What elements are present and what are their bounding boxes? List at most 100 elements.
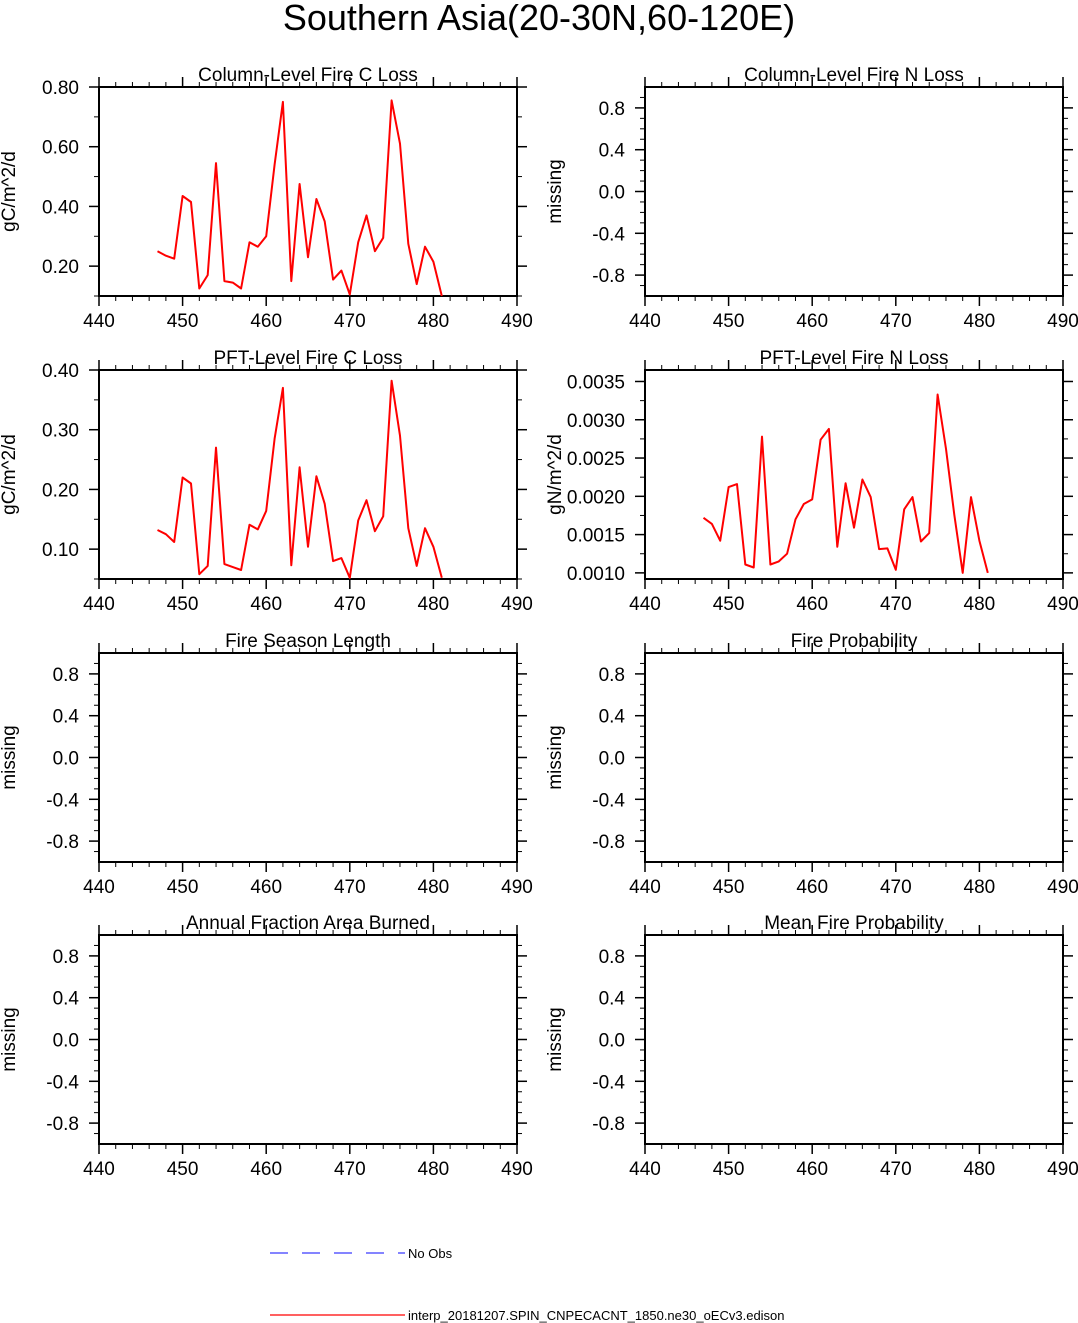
panel-3: PFT-Level Fire C Loss gC/m^2/d 440 450 460 47… [0, 348, 533, 615]
y-tick-label: -0.8 [592, 832, 625, 853]
y-tick-label: -0.8 [592, 266, 625, 287]
x-tick-label: 450 [167, 1159, 199, 1180]
x-tick-label: 450 [167, 311, 199, 332]
x-tick-label: 450 [167, 877, 199, 898]
y-tick-label: -0.4 [46, 1072, 79, 1093]
x-tick-label: 460 [796, 1159, 828, 1180]
x-tick-label: 450 [713, 877, 745, 898]
series-line-1 [157, 99, 443, 297]
x-tick-label: 460 [796, 311, 828, 332]
y-tick-label: 0.30 [42, 421, 79, 442]
y-tick-label: 0.80 [42, 78, 79, 99]
legend-label-model: interp_20181207.SPIN_CNPECACNT_1850.ne30… [408, 1308, 785, 1323]
x-tick-label: 480 [964, 594, 996, 615]
y-tick-label: 0.40 [42, 197, 79, 218]
panel-title: Column-Level Fire N Loss [744, 65, 964, 86]
panel-title: PFT-Level Fire C Loss [214, 348, 403, 369]
x-tick-label: 440 [83, 877, 115, 898]
x-tick-label: 440 [629, 594, 661, 615]
y-tick-label: 0.40 [42, 361, 79, 382]
y-tick-label: 0.8 [53, 947, 79, 968]
y-tick-label: -0.4 [46, 790, 79, 811]
y-axis-label: missing [0, 1007, 20, 1071]
y-tick-label: -0.8 [46, 832, 79, 853]
panel-title: Column-Level Fire C Loss [198, 65, 418, 86]
y-tick-label: 0.4 [599, 707, 626, 728]
x-tick-label: 440 [629, 311, 661, 332]
y-axis-label: gC/m^2/d [0, 434, 20, 515]
plot-frame [98, 934, 518, 1145]
x-tick-label: 450 [713, 1159, 745, 1180]
x-tick-label: 480 [418, 311, 450, 332]
y-tick-label: 0.0010 [567, 564, 625, 585]
y-tick-label: 0.0 [53, 749, 79, 770]
x-tick-label: 480 [418, 877, 450, 898]
x-tick-label: 470 [880, 877, 912, 898]
series-line-1 [157, 379, 443, 579]
figure-title: Southern Asia(20-30N,60-120E) [283, 0, 795, 38]
x-tick-label: 470 [334, 1159, 366, 1180]
y-axis-label: gC/m^2/d [0, 151, 20, 232]
x-tick-label: 490 [501, 311, 533, 332]
x-tick-label: 490 [501, 1159, 533, 1180]
x-tick-label: 460 [796, 877, 828, 898]
x-tick-label: 470 [334, 311, 366, 332]
panel-2: Column-Level Fire N Loss missing 440 450 460… [545, 65, 1078, 332]
y-tick-label: 0.8 [599, 947, 625, 968]
panel-8: Mean Fire Probability missing 440 450 460 470… [545, 913, 1078, 1180]
y-tick-label: 0.0 [53, 1031, 79, 1052]
x-tick-label: 490 [1047, 1159, 1078, 1180]
panel-title: Fire Probability [791, 631, 918, 652]
y-tick-label: 0.8 [53, 665, 79, 686]
y-tick-label: 0.4 [53, 707, 80, 728]
y-axis-label: gN/m^2/d [545, 434, 566, 515]
y-tick-label: 0.0 [599, 183, 625, 204]
x-tick-label: 450 [713, 594, 745, 615]
panel-7: Annual Fraction Area Burned missing 440 450… [0, 913, 533, 1180]
y-axis-label: missing [545, 1007, 566, 1071]
y-tick-label: 0.8 [599, 665, 625, 686]
panel-1: Column-Level Fire C Loss gC/m^2/d 440 450 46… [0, 65, 533, 332]
x-tick-label: 470 [880, 311, 912, 332]
panel-title: Mean Fire Probability [764, 913, 944, 934]
y-tick-label: 0.20 [42, 257, 79, 278]
x-tick-label: 480 [964, 311, 996, 332]
y-tick-label: -0.8 [592, 1114, 625, 1135]
y-tick-label: -0.4 [592, 224, 625, 245]
x-tick-label: 460 [250, 594, 282, 615]
x-tick-label: 460 [250, 311, 282, 332]
series-line-1 [702, 393, 989, 574]
panel-title: Annual Fraction Area Burned [186, 913, 430, 934]
plot-frame [98, 369, 518, 580]
x-tick-label: 470 [880, 1159, 912, 1180]
panel-title: PFT-Level Fire N Loss [760, 348, 949, 369]
legend-label-no-obs: No Obs [408, 1246, 453, 1261]
x-tick-label: 480 [964, 1159, 996, 1180]
y-tick-label: 0.0035 [567, 372, 625, 393]
y-axis-label: missing [545, 159, 566, 223]
y-tick-label: 0.4 [53, 989, 80, 1010]
y-tick-label: -0.4 [592, 1072, 625, 1093]
y-tick-label: 0.0025 [567, 449, 625, 470]
y-tick-label: 0.8 [599, 99, 625, 120]
y-tick-label: 0.0020 [567, 487, 625, 508]
x-tick-label: 450 [167, 594, 199, 615]
x-tick-label: 460 [796, 594, 828, 615]
panel-6: Fire Probability missing 440 450 460 470 480 49… [545, 631, 1078, 898]
y-axis-label: missing [0, 725, 20, 789]
x-tick-label: 470 [334, 877, 366, 898]
y-tick-label: 0.0 [599, 749, 625, 770]
x-tick-label: 490 [501, 594, 533, 615]
y-tick-label: 0.20 [42, 480, 79, 501]
panel-4: PFT-Level Fire N Loss gN/m^2/d 440 450 460 47… [545, 348, 1078, 615]
x-tick-label: 440 [629, 1159, 661, 1180]
x-tick-label: 480 [964, 877, 996, 898]
x-tick-label: 440 [83, 1159, 115, 1180]
x-tick-label: 490 [1047, 594, 1078, 615]
x-tick-label: 490 [1047, 311, 1078, 332]
x-tick-label: 490 [501, 877, 533, 898]
y-tick-label: 0.4 [599, 141, 626, 162]
x-tick-label: 490 [1047, 877, 1078, 898]
